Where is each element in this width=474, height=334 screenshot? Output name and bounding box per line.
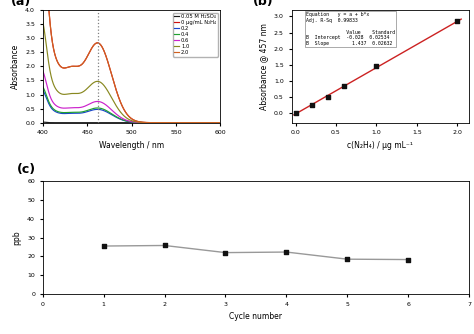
0.6 [193,121,199,125]
Point [340,84,348,89]
0.6 [51,101,56,105]
Point [453,19,461,24]
2.0 [193,121,199,125]
0.4 [153,121,159,125]
Text: (a): (a) [10,0,31,8]
0.6 [148,121,154,125]
0.6 [40,68,46,72]
0.2 [174,121,180,125]
Y-axis label: ppb: ppb [13,230,22,245]
0.4 [193,121,199,125]
Point [324,94,332,100]
0 μg/mL N₂H₄ [143,121,149,125]
Text: (b): (b) [252,0,273,8]
Line: 1.0: 1.0 [43,21,220,123]
2.0 [51,47,56,51]
2.0 [174,121,180,125]
Point [308,102,316,108]
0.4 [51,107,56,111]
Y-axis label: Absorbance @ 457 nm: Absorbance @ 457 nm [259,23,268,110]
0.2 [148,121,154,125]
1.0 [40,19,46,23]
Line: 0.2: 0.2 [43,90,220,123]
0 μg/mL N₂H₄ [40,7,46,11]
0.2 [40,88,46,92]
Line: 0 μg/mL N₂H₄: 0 μg/mL N₂H₄ [43,9,220,123]
Line: 0.05 M H₂SO₄: 0.05 M H₂SO₄ [43,122,220,123]
Line: 2.0: 2.0 [43,9,220,123]
Text: (c): (c) [17,163,36,176]
1.0 [143,121,149,125]
0.05 M H₂SO₄ [148,121,154,125]
Line: 0.6: 0.6 [43,70,220,123]
1.0 [148,121,154,125]
0.05 M H₂SO₄ [153,121,159,125]
Point [292,110,300,116]
0 μg/mL N₂H₄ [218,121,223,125]
X-axis label: Wavelength / nm: Wavelength / nm [99,141,164,150]
Point [222,250,229,255]
2.0 [218,121,223,125]
2.0 [148,121,154,125]
0.05 M H₂SO₄ [40,120,46,124]
Point [161,243,168,248]
0.2 [218,121,223,125]
0.05 M H₂SO₄ [51,121,56,125]
0 μg/mL N₂H₄ [51,47,56,51]
Point [100,243,108,249]
0.6 [218,121,223,125]
0.05 M H₂SO₄ [143,121,149,125]
Text: Equation   y = a + b*x
Adj. R-Sq  0.99833

              Value    Standard
B  In: Equation y = a + b*x Adj. R-Sq 0.99833 V… [306,12,395,46]
0.4 [218,121,223,125]
0.4 [174,121,180,125]
0.4 [148,121,154,125]
0.6 [174,121,180,125]
2.0 [40,7,46,11]
X-axis label: Cycle number: Cycle number [229,312,283,321]
0.05 M H₂SO₄ [161,121,166,125]
2.0 [143,121,149,125]
0.4 [40,85,46,89]
0 μg/mL N₂H₄ [193,121,199,125]
2.0 [153,121,159,125]
0.2 [143,121,149,125]
1.0 [193,121,199,125]
0.2 [51,108,56,112]
0 μg/mL N₂H₄ [153,121,159,125]
0.6 [153,121,159,125]
0 μg/mL N₂H₄ [174,121,180,125]
Y-axis label: Absorbance: Absorbance [10,44,19,89]
X-axis label: c(N₂H₄) / μg mL⁻¹: c(N₂H₄) / μg mL⁻¹ [347,141,413,150]
0.6 [143,121,149,125]
1.0 [153,121,159,125]
Line: 0.4: 0.4 [43,87,220,123]
0.05 M H₂SO₄ [193,121,199,125]
0.2 [193,121,199,125]
0.05 M H₂SO₄ [175,121,181,125]
Point [283,249,290,255]
0.2 [153,121,159,125]
0.05 M H₂SO₄ [218,121,223,125]
Point [404,257,412,262]
0 μg/mL N₂H₄ [148,121,154,125]
1.0 [51,82,56,87]
1.0 [174,121,180,125]
Point [344,257,351,262]
Legend: 0.05 M H₂SO₄, 0 μg/mL N₂H₄, 0.2, 0.4, 0.6, 1.0, 2.0: 0.05 M H₂SO₄, 0 μg/mL N₂H₄, 0.2, 0.4, 0.… [173,13,218,56]
0.4 [143,121,149,125]
1.0 [218,121,223,125]
Point [373,63,380,68]
